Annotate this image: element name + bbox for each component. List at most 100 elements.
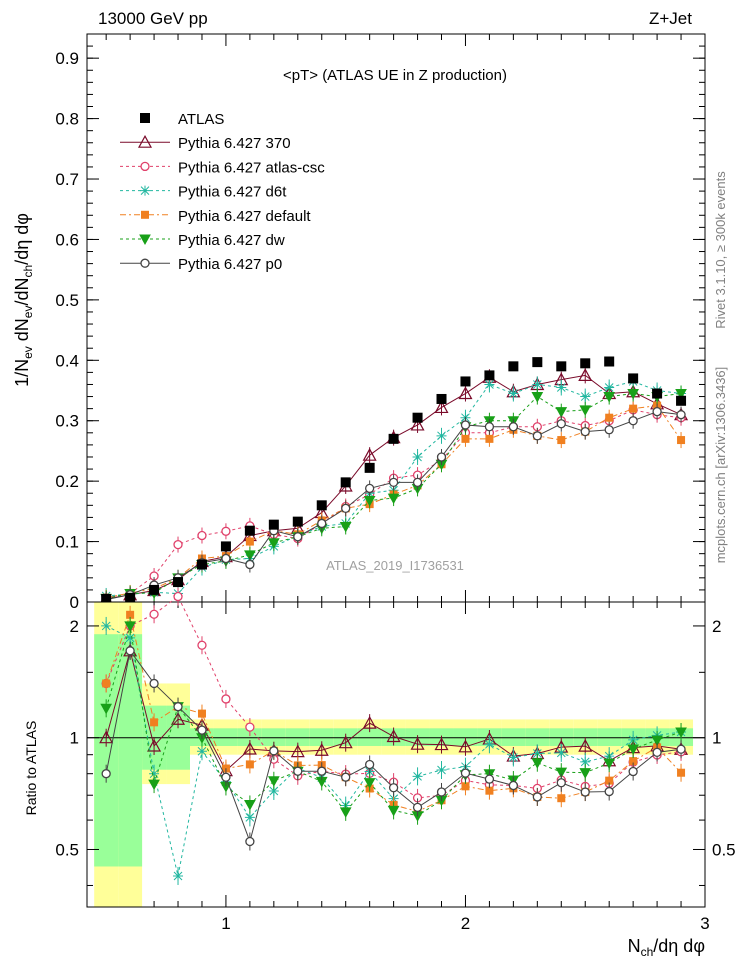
data-point <box>410 417 425 431</box>
data-point <box>652 407 662 417</box>
atlas-data-point <box>532 357 543 368</box>
atlas-data-point <box>484 370 495 381</box>
ratio-point <box>651 735 663 747</box>
y-tick-label: 0.7 <box>55 170 79 189</box>
data-point <box>245 537 254 546</box>
ratio-point <box>244 812 255 823</box>
ratio-point <box>412 771 423 782</box>
ratio-point <box>508 780 519 791</box>
ratio-band-inner <box>549 728 574 746</box>
ratio-point <box>317 766 327 776</box>
ratio-point <box>677 768 686 777</box>
atlas-data-point <box>628 373 639 384</box>
data-point <box>436 430 447 441</box>
ratio-point <box>484 774 495 784</box>
data-point <box>412 477 423 488</box>
data-point <box>460 420 471 430</box>
ratio-point <box>101 620 112 631</box>
ratio-point <box>485 786 494 795</box>
ratio-band-inner <box>309 728 334 746</box>
atlas-data-point <box>676 395 687 406</box>
ratio-band-inner <box>501 728 526 746</box>
data-point <box>197 530 207 541</box>
data-point <box>412 451 423 462</box>
ratio-point <box>365 759 375 770</box>
ratio-point <box>578 738 593 752</box>
data-point <box>556 382 567 393</box>
ratio-point <box>628 734 639 745</box>
data-point <box>531 392 544 403</box>
side-label-site: mcplots.cern.ch [arXiv:1306.3436] <box>713 367 728 564</box>
ratio-point <box>197 709 206 718</box>
data-point <box>365 483 375 494</box>
data-point <box>604 425 614 435</box>
ratio-point <box>148 779 160 791</box>
atlas-data-point <box>173 577 184 588</box>
ratio-band-inner <box>453 728 478 746</box>
atlas-data-point <box>149 584 160 595</box>
atlas-data-point <box>101 593 112 604</box>
data-point <box>629 404 638 413</box>
ratio-point <box>412 802 423 813</box>
data-point <box>579 405 592 416</box>
data-point <box>362 447 377 461</box>
series-4 <box>100 385 687 607</box>
ratio-point <box>245 760 254 769</box>
ratio-point <box>362 715 377 729</box>
ratio-point <box>580 756 591 767</box>
ratio-point <box>532 748 543 759</box>
atlas-data-point <box>316 500 327 511</box>
data-point <box>388 477 399 488</box>
ratio-point <box>268 785 279 796</box>
ratio-band-inner <box>525 728 550 746</box>
data-point <box>245 559 255 570</box>
atlas-data-point <box>604 356 615 367</box>
data-point <box>627 389 639 400</box>
y-tick-label: 0.8 <box>55 110 79 129</box>
ratio-point <box>460 768 471 778</box>
atlas-data-point <box>436 393 447 404</box>
ratio-y-tick-label-right: 0.5 <box>712 840 736 859</box>
ratio-band-inner <box>118 634 143 867</box>
ratio-point <box>269 746 279 756</box>
ratio-point <box>99 730 114 744</box>
y-tick-label: 0.4 <box>55 351 79 370</box>
ratio-point <box>149 678 159 689</box>
legend-label: Pythia 6.427 default <box>178 208 311 225</box>
ratio-point <box>196 746 207 757</box>
data-point <box>339 521 352 533</box>
header-right: Z+Jet <box>649 9 692 28</box>
data-point <box>532 431 542 441</box>
ratio-line <box>105 595 682 799</box>
y-axis-label: 1/Nev dNev/dNch/dη dφ <box>12 213 35 387</box>
chart-title: <pT> (ATLAS UE in Z production) <box>283 67 507 84</box>
main-plot: 0 0.1 0.2 0.3 0.4 0.5 0.6 0.7 0.8 0.9 <box>55 33 706 907</box>
ratio-band-inner <box>357 728 382 746</box>
legend-marker <box>141 210 149 219</box>
ratio-point <box>197 640 207 650</box>
ratio-band-inner <box>285 728 310 746</box>
data-point <box>532 379 543 390</box>
data-point <box>677 436 686 445</box>
data-point <box>461 434 470 443</box>
data-point <box>605 413 614 422</box>
ratio-point <box>531 758 544 769</box>
ratio-point <box>149 609 159 619</box>
ratio-plot: 0.5 0.5 1 1 2 2 1 2 3 <box>55 587 736 933</box>
x-tick-label: 1 <box>221 914 230 933</box>
data-point <box>484 379 495 390</box>
atlas-data-point <box>244 525 255 536</box>
ratio-point <box>436 765 447 776</box>
legend-marker <box>140 258 150 268</box>
ratio-point <box>173 702 183 712</box>
ratio-point <box>339 807 352 818</box>
atlas-data-point <box>508 361 519 372</box>
data-point <box>628 416 638 426</box>
y-tick-label: 0 <box>70 593 79 612</box>
ratio-point <box>267 776 280 787</box>
header-left: 13000 GeV pp <box>98 9 208 28</box>
atlas-data-point <box>340 477 351 488</box>
ratio-point <box>388 783 399 793</box>
atlas-data <box>101 356 687 604</box>
ratio-point <box>173 870 184 881</box>
